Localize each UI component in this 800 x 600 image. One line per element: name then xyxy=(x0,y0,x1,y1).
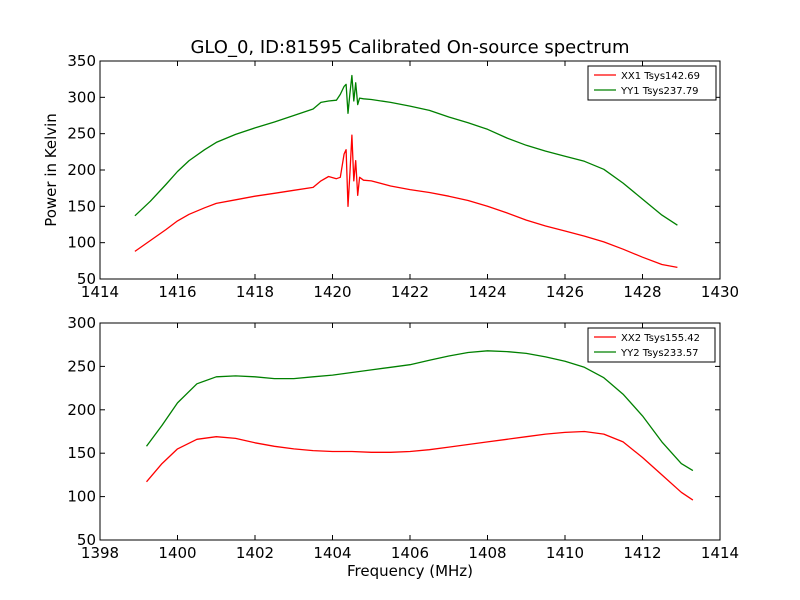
y-tick-label: 100 xyxy=(67,488,96,506)
chart-panels: 1414 1416 1418 1420 1422 1424 1426 1428 1430 50 10… xyxy=(42,52,739,580)
x-tick-label: 1398 xyxy=(81,544,119,562)
series-line-1 xyxy=(134,134,678,269)
x-tick-label: 1414 xyxy=(701,544,739,562)
series-line-2 xyxy=(145,350,694,472)
legend-box xyxy=(587,327,716,363)
y-tick-label: 250 xyxy=(67,125,96,143)
x-tick-label: 1412 xyxy=(623,544,661,562)
x-tick-label: 1408 xyxy=(468,544,506,562)
x-tick-label: 1420 xyxy=(313,283,351,301)
legend-box xyxy=(587,65,717,101)
x-tick-label: 1410 xyxy=(546,544,584,562)
y-tick-label: 50 xyxy=(77,270,96,288)
panel-2: 1398 1400 1402 1404 1406 1408 1410 1412 1414 50 10… xyxy=(67,314,739,580)
y-tick-label: 150 xyxy=(67,197,96,215)
series-line-1 xyxy=(146,430,694,501)
legend-label: YY1 Tsys237.79 xyxy=(620,86,699,97)
legend: XX2 Tsys155.42 YY2 Tsys233.57 xyxy=(587,327,716,363)
y-tick-label: 100 xyxy=(67,234,96,252)
legend: XX1 Tsys142.69 YY1 Tsys237.79 xyxy=(587,65,717,101)
x-tick-label: 1400 xyxy=(158,544,196,562)
x-tick-label: 1430 xyxy=(701,283,739,301)
x-tick-label: 1424 xyxy=(468,283,506,301)
x-tick-label: 1426 xyxy=(546,283,584,301)
y-tick-label: 350 xyxy=(67,52,96,70)
x-tick-label: 1422 xyxy=(391,283,429,301)
x-tick-label: 1404 xyxy=(313,544,351,562)
y-tick-label: 200 xyxy=(67,401,96,419)
y-tick-label: 150 xyxy=(67,444,96,462)
x-axis-label: Frequency (MHz) xyxy=(347,562,473,580)
y-tick-label: 300 xyxy=(67,88,96,106)
x-tick-label: 1406 xyxy=(391,544,429,562)
x-tick-label: 1418 xyxy=(236,283,274,301)
legend-label: XX2 Tsys155.42 xyxy=(621,333,700,344)
x-tick-label: 1414 xyxy=(81,283,119,301)
y-axis-label: Power in Kelvin xyxy=(42,113,60,227)
panel-1: 1414 1416 1418 1420 1422 1424 1426 1428 1430 50 10… xyxy=(42,52,739,301)
y-tick-label: 250 xyxy=(67,357,96,375)
y-tick-label: 300 xyxy=(67,314,96,332)
legend-label: XX1 Tsys142.69 xyxy=(621,71,700,82)
legend-label: YY2 Tsys233.57 xyxy=(620,348,699,359)
chart-title: GLO_0, ID:81595 Calibrated On-source spe… xyxy=(190,37,629,58)
series-line-2 xyxy=(134,74,678,226)
y-tick-label: 50 xyxy=(77,531,96,549)
x-tick-label: 1428 xyxy=(623,283,661,301)
x-tick-label: 1416 xyxy=(158,283,196,301)
y-tick-label: 200 xyxy=(67,161,96,179)
x-tick-label: 1402 xyxy=(236,544,274,562)
